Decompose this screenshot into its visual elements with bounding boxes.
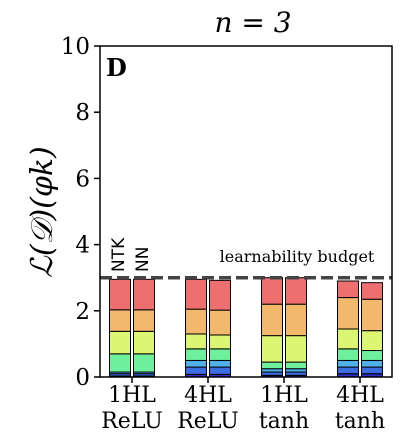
bar-label-ntk: NTK (109, 237, 129, 272)
bar-segment (337, 280, 359, 299)
bar-segment (185, 333, 207, 350)
bar-segment (133, 309, 155, 332)
bar-segment (109, 330, 131, 355)
bar-segment (285, 361, 307, 370)
bar-segment (209, 309, 231, 336)
bar-segment (285, 335, 307, 363)
bar-segment (261, 277, 283, 305)
bar-segment (185, 278, 207, 310)
bar-segment (337, 297, 359, 330)
chart-title: n = 3 (214, 6, 291, 39)
bar-segment (337, 366, 359, 375)
bar-segment (361, 282, 383, 300)
y-tick-label: 4 (75, 233, 90, 259)
budget-label: learnability budget (220, 247, 375, 266)
bar-segment (185, 348, 207, 361)
bar-segment (109, 309, 131, 332)
x-tick-label-line2: tanh (335, 409, 385, 434)
bar-segment (261, 361, 283, 370)
bar-segment (337, 328, 359, 350)
bar-segment (337, 359, 359, 368)
bar-segment (209, 279, 231, 311)
x-tick-label-line1: 1HL (260, 383, 308, 408)
y-tick-label: 2 (75, 299, 90, 325)
bar-segment (261, 303, 283, 337)
bar-segment (361, 359, 383, 368)
bar-segment (109, 278, 131, 311)
bar-segment (361, 350, 383, 361)
plot-frame (99, 45, 393, 378)
bar-segment (209, 366, 231, 375)
bar-segment (209, 334, 231, 350)
x-tick-label-line2: tanh (259, 409, 309, 434)
bar-segment (133, 278, 155, 311)
bar-segment (209, 348, 231, 361)
y-tick-label: 8 (75, 100, 90, 126)
bar-segment (261, 335, 283, 363)
bar-segment (133, 353, 155, 373)
x-tick-label-line1: 4HL (336, 383, 384, 408)
bar-segment (337, 348, 359, 361)
bar-segment (361, 366, 383, 375)
panel-label: D (106, 53, 127, 82)
y-tick-label: 10 (61, 34, 90, 60)
bar-segment (133, 330, 155, 355)
x-tick-label-line2: ReLU (177, 409, 239, 434)
y-tick-label: 0 (75, 365, 90, 391)
y-axis: 0 2 4 6 8 10 (61, 34, 100, 391)
bar-segment (285, 277, 307, 305)
bar-segment (209, 359, 231, 368)
bar-segment (109, 353, 131, 373)
bars-layer (109, 277, 383, 378)
bar-segment (285, 303, 307, 337)
bar-label-nn: NN (133, 247, 153, 272)
bar-segment (361, 298, 383, 332)
bar-segment (185, 308, 207, 335)
bar-segment (185, 366, 207, 375)
x-tick-label-line1: 1HL (108, 383, 156, 408)
y-tick-label: 6 (75, 166, 90, 192)
y-axis-label: ℒ(𝒟)(φk) (25, 146, 60, 278)
bar-segment (185, 359, 207, 368)
x-tick-label-line1: 4HL (184, 383, 232, 408)
bar-segment (361, 330, 383, 352)
x-tick-label-line2: ReLU (101, 409, 163, 434)
